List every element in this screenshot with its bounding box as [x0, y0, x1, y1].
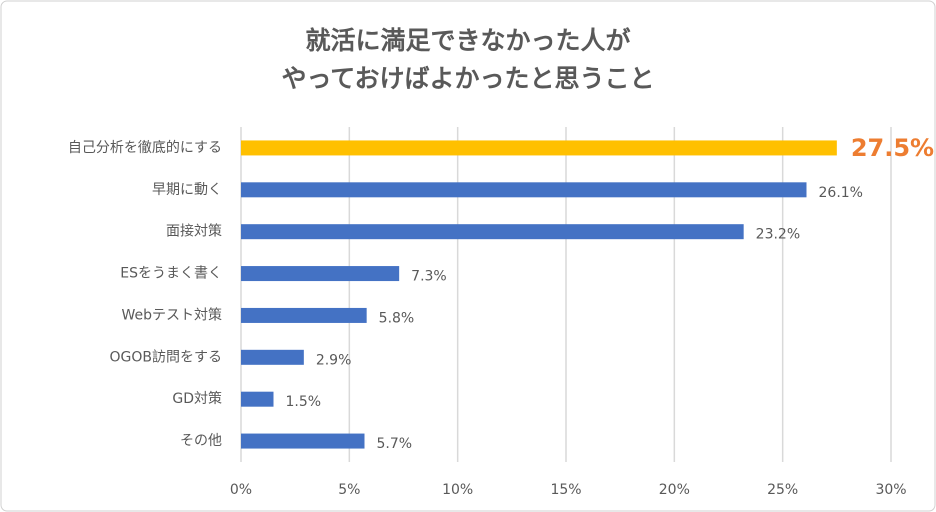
bar [241, 307, 367, 323]
y-tick-label: 自己分析を徹底的にする [68, 140, 222, 156]
y-tick-label: 面接対策 [166, 223, 222, 240]
y-tick-label: ESをうまく書く [120, 266, 222, 282]
x-tick-label: 10% [442, 482, 473, 498]
value-label: 27.5% [851, 134, 934, 162]
value-label: 5.7% [377, 436, 413, 452]
bar [241, 266, 400, 282]
value-label: 1.5% [286, 394, 322, 410]
value-label: 5.8% [379, 310, 415, 326]
bar [241, 182, 807, 198]
value-label: 2.9% [316, 352, 352, 368]
bar [241, 224, 744, 240]
y-tick-label: 早期に動く [152, 182, 222, 198]
value-label: 23.2% [756, 227, 800, 243]
bar [241, 349, 304, 365]
y-tick-label: Webテスト対策 [121, 306, 222, 323]
bar [241, 391, 274, 407]
x-tick-label: 15% [550, 482, 581, 498]
chart-title: やっておけばよかったと思うこと [281, 64, 654, 93]
y-tick-label: OGOB訪問をする [110, 349, 223, 365]
x-tick-label: 20% [659, 482, 690, 498]
value-label: 7.3% [411, 269, 447, 285]
bar [241, 140, 837, 156]
bar [241, 433, 365, 449]
y-tick-label: GD対策 [172, 390, 222, 407]
x-tick-label: 5% [338, 482, 360, 498]
x-tick-label: 25% [767, 482, 798, 498]
chart-title: 就活に満足できなかった人が [305, 26, 630, 55]
x-tick-label: 0% [230, 482, 252, 498]
y-tick-label: その他 [180, 433, 222, 449]
x-tick-label: 30% [875, 482, 906, 498]
value-label: 26.1% [819, 185, 863, 201]
